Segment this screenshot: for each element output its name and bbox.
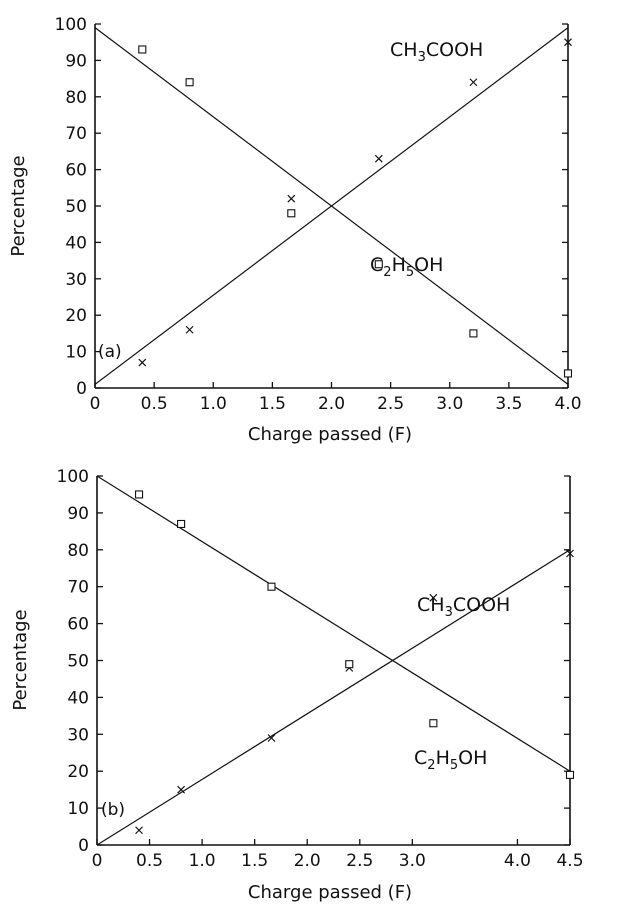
panel-a-x-tick-label: 1.5 <box>259 394 286 414</box>
panel-a-y-ticks: 0 10 20 30 40 50 60 70 80 90 100 <box>55 15 568 399</box>
panel-b-ch3cooh-label: CH3COOH <box>417 594 510 620</box>
panel-b-ch3cooh-fit-line <box>96 549 571 846</box>
panel-b-ch3cooh-point <box>135 826 143 835</box>
panel-a-y-tick-label: 70 <box>65 124 87 144</box>
panel-b-x-tick-label: 4.5 <box>556 851 583 871</box>
panel-b-c2h5oh-point <box>565 770 575 779</box>
panel-a-ch3cooh-point <box>469 78 478 87</box>
panel-b-y-tick-label: 40 <box>67 688 89 708</box>
panel-a-x-tick-label: 3.5 <box>495 394 522 414</box>
panel-b-ch3cooh-point <box>267 734 276 742</box>
panel-b-y-axis-title: Percentage <box>10 609 31 710</box>
panel-b-x-tick-label: 0 <box>92 851 103 871</box>
panel-b-x-tick-label: 1.0 <box>189 851 216 871</box>
panel-a-y-tick-label: 90 <box>65 51 87 71</box>
panel-b-y-ticks: 0 10 20 30 40 50 60 70 80 90 100 <box>57 467 570 856</box>
panel-b-c2h5oh-label: C2H5OH <box>414 747 487 773</box>
cross-stroke <box>267 734 276 742</box>
panel-b-c2h5oh-point <box>267 582 276 591</box>
panel-a-c2h5oh-point <box>469 329 478 338</box>
cross-stroke <box>429 593 438 602</box>
panel-a-markers <box>138 38 573 378</box>
panel-a-x-axis-title: Charge passed (F) <box>248 424 412 445</box>
panel-b-c2h5oh-point <box>429 719 438 728</box>
cross-stroke <box>177 785 186 794</box>
panel-a-x-ticks: 0 0.5 1.0 1.5 2.0 2.5 3.0 3.5 4.0 <box>90 382 582 414</box>
panel-a-c2h5oh-point <box>287 209 296 218</box>
panel-a-x-tick-label: 2.5 <box>377 394 404 414</box>
cross-stroke <box>138 358 147 367</box>
panel-a-x-tick-label: 0.5 <box>141 394 168 414</box>
panel-b-y-tick-label: 60 <box>67 615 89 635</box>
cross-stroke <box>185 325 194 334</box>
cross-stroke <box>135 826 143 835</box>
cross-stroke <box>564 38 572 47</box>
panel-b-x-tick-label: 1.5 <box>241 851 268 871</box>
panel-b-y-tick-label: 100 <box>57 467 89 487</box>
chart-panel-b: 0 0.5 1.0 1.5 2.0 2.5 3.0 4.0 4.5 0 10 20 30 40 50 60 7… <box>10 467 584 903</box>
panel-b-y-tick-label: 90 <box>67 504 89 524</box>
panel-a-ch3cooh-point <box>564 38 572 47</box>
panel-b-x-tick-label: 2.0 <box>294 851 321 871</box>
panel-b-y-tick-label: 10 <box>67 799 89 819</box>
panel-a-c2h5oh-fit-line <box>94 27 569 385</box>
panel-a-y-tick-label: 60 <box>65 161 87 181</box>
cross-stroke <box>469 78 478 87</box>
panel-a-c2h5oh-point <box>563 369 573 378</box>
cross-stroke <box>566 549 574 558</box>
panel-b-label: (b) <box>101 800 125 820</box>
panel-a-y-tick-label: 100 <box>55 15 87 35</box>
panel-b-x-tick-label: 0.5 <box>136 851 163 871</box>
panel-a-x-tick-label: 2.0 <box>318 394 345 414</box>
panel-a-y-tick-label: 40 <box>65 233 87 253</box>
cross-stroke <box>374 154 383 163</box>
cross-stroke <box>287 194 296 203</box>
panel-b-c2h5oh-point <box>345 660 354 669</box>
panel-a-c2h5oh-point <box>185 78 194 87</box>
panel-a-c2h5oh-point <box>374 260 383 269</box>
panel-a-y-tick-label: 0 <box>76 379 87 399</box>
panel-b-y-tick-label: 50 <box>67 652 89 672</box>
panel-a-ch3cooh-point <box>287 194 296 203</box>
panel-b-ch3cooh-point <box>177 785 186 794</box>
panel-a-fit-lines <box>94 27 569 385</box>
panel-a-y-tick-label: 30 <box>65 270 87 290</box>
panel-b-x-tick-label: 4.0 <box>504 851 531 871</box>
panel-a-label: (a) <box>98 342 122 362</box>
panel-b-y-tick-label: 80 <box>67 541 89 561</box>
panel-b-y-tick-label: 70 <box>67 578 89 598</box>
panel-b-y-tick-label: 30 <box>67 725 89 745</box>
panel-b-markers <box>134 490 575 835</box>
panel-b-x-ticks: 0 0.5 1.0 1.5 2.0 2.5 3.0 4.0 4.5 <box>92 839 584 871</box>
panel-b-ch3cooh-point <box>566 549 574 558</box>
panel-a-x-tick-label: 4.0 <box>554 394 581 414</box>
panel-a-y-tick-label: 50 <box>65 197 87 217</box>
panel-b-c2h5oh-point <box>134 490 144 499</box>
panel-a-y-tick-label: 20 <box>65 306 87 326</box>
panel-a-y-axis-title: Percentage <box>8 155 29 256</box>
panel-b-y-tick-label: 20 <box>67 762 89 782</box>
panel-a-ch3cooh-point <box>138 358 147 367</box>
panel-b-fit-lines <box>96 475 571 846</box>
panel-b-c2h5oh-fit-line <box>96 475 571 772</box>
panel-a-ch3cooh-label: CH3COOH <box>390 39 483 65</box>
panel-a-x-tick-label: 1.0 <box>200 394 227 414</box>
panel-a-x-tick-label: 3.0 <box>436 394 463 414</box>
panel-a-y-tick-label: 10 <box>65 343 87 363</box>
panel-b-y-tick-label: 0 <box>78 836 89 856</box>
panel-b-x-axis-title: Charge passed (F) <box>248 882 412 903</box>
panel-a-c2h5oh-point <box>138 45 147 54</box>
panel-b-x-tick-label: 3.0 <box>399 851 426 871</box>
panel-a-c2h5oh-label: C2H5OH <box>370 254 443 280</box>
chart-panel-a: 0 0.5 1.0 1.5 2.0 2.5 3.0 3.5 4.0 0 10 20 30 40 50 60 7… <box>8 15 582 445</box>
panel-a-ch3cooh-point <box>185 325 194 334</box>
panel-b-x-tick-label: 2.5 <box>346 851 373 871</box>
panel-a-y-tick-label: 80 <box>65 88 87 108</box>
panel-b-ch3cooh-point <box>429 593 438 602</box>
panel-a-ch3cooh-point <box>374 154 383 163</box>
panel-b-c2h5oh-point <box>177 519 186 529</box>
panel-a-x-tick-label: 0 <box>90 394 101 414</box>
